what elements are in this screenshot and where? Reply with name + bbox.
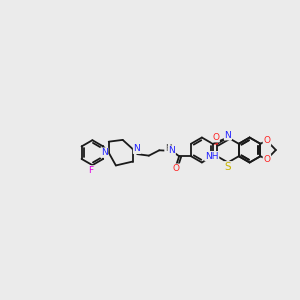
Text: O: O xyxy=(212,133,219,142)
Text: O: O xyxy=(173,164,180,173)
Text: H: H xyxy=(165,144,171,153)
Text: NH: NH xyxy=(205,152,218,161)
Text: N: N xyxy=(225,130,231,140)
Text: O: O xyxy=(263,136,270,145)
Text: N: N xyxy=(168,146,175,155)
Text: N: N xyxy=(134,144,140,153)
Text: F: F xyxy=(88,166,94,175)
Text: N: N xyxy=(101,148,108,157)
Text: O: O xyxy=(263,155,270,164)
Text: S: S xyxy=(225,162,231,172)
